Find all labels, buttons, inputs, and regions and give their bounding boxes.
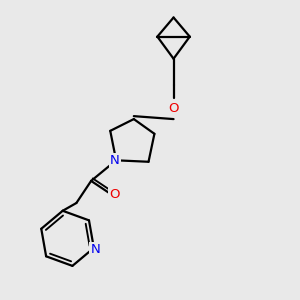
Text: N: N [90, 243, 100, 256]
Text: O: O [168, 102, 179, 115]
Text: N: N [110, 154, 119, 167]
Text: O: O [109, 188, 119, 201]
